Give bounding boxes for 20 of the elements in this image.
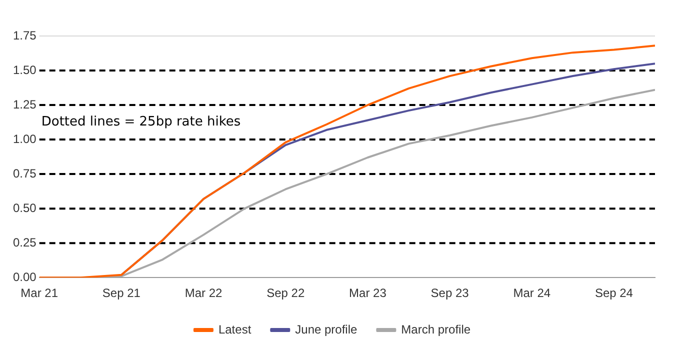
x-tick-label: Sep 24 <box>594 286 634 300</box>
y-tick-label: 1.00 <box>12 132 37 146</box>
x-tick-label: Mar 21 <box>20 286 58 300</box>
x-tick-label: Mar 22 <box>184 286 223 300</box>
y-tick-label: 0.75 <box>12 166 37 180</box>
x-tick-label: Sep 23 <box>430 286 470 300</box>
x-tick-label: Mar 23 <box>349 286 387 300</box>
y-tick-label: 0.00 <box>12 270 37 284</box>
y-tick-label: 0.25 <box>12 235 37 250</box>
x-tick-label: Mar 24 <box>513 286 551 300</box>
legend-label: June profile <box>295 322 358 336</box>
annotation: Dotted lines = 25bp rate hikes <box>41 114 241 130</box>
y-tick-label: 1.25 <box>12 97 37 112</box>
x-tick-label: Sep 22 <box>266 286 305 300</box>
legend-label: March profile <box>401 322 471 336</box>
y-tick-label: 1.75 <box>12 28 37 42</box>
y-tick-label: 1.50 <box>12 62 37 77</box>
legend-label: Latest <box>218 322 252 336</box>
x-tick-label: Sep 21 <box>102 286 141 300</box>
y-tick-label: 0.50 <box>12 200 37 215</box>
